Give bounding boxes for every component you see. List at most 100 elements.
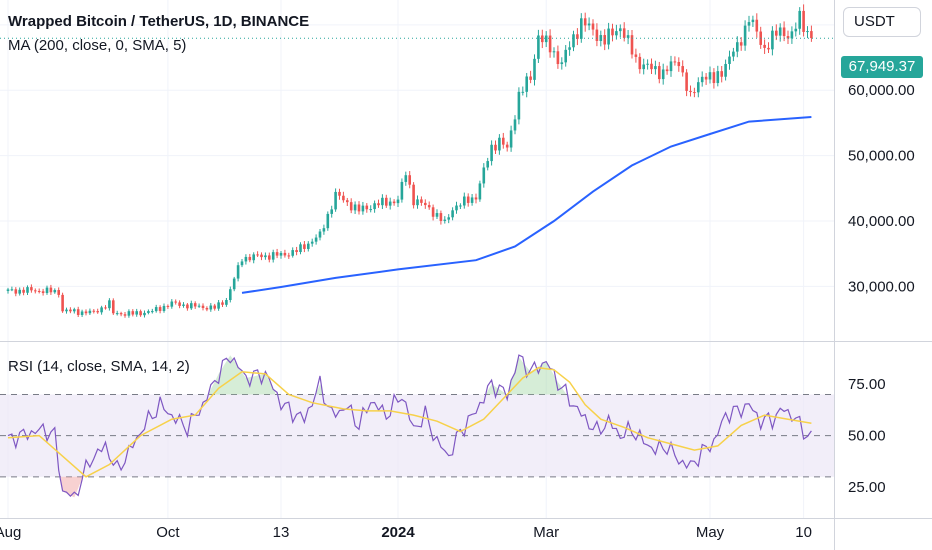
candle-body [521,91,525,93]
candle-body [229,289,232,301]
candle-body [498,137,501,151]
price-tick-label: 40,000.00 [848,213,915,230]
candle-body [186,304,189,309]
candle-body [619,28,622,32]
candle-body [209,305,213,310]
candle-body [318,231,322,238]
candle-body [80,311,84,315]
candle-body [373,203,376,210]
candle-body [349,202,353,211]
candle-body [802,10,805,32]
rsi-line [7,354,812,498]
candle-body [37,290,41,292]
currency-button[interactable]: USDT [843,7,921,37]
candle-body [18,289,21,294]
rsi-tick-label: 50.00 [848,428,886,445]
candle-body [431,207,435,217]
candle-body [603,35,606,45]
candle-body [158,307,162,311]
candle-body [260,254,263,258]
candle-body [287,255,291,257]
candle-body [388,201,392,206]
candle-body [700,76,704,83]
candle-body [736,42,739,52]
candle-body [502,137,505,145]
candle-body [197,305,201,307]
candle-body [595,29,599,42]
candle-body [330,209,333,214]
candle-body [147,311,150,313]
rsi-overbought-fill [316,384,322,395]
candle-body [41,291,45,294]
candles-group [6,4,813,318]
candle-body [728,56,731,64]
candle-body [307,243,310,249]
candle-body [560,62,564,65]
ma-indicator-legend[interactable]: MA (200, close, 0, SMA, 5) [8,37,187,54]
candle-body [720,71,723,77]
candle-body [334,191,337,210]
candle-body [88,310,92,314]
candle-body [708,72,712,80]
candle-body [100,307,103,313]
candle-body [622,28,626,38]
candle-body [221,302,224,305]
candle-body [611,28,614,36]
candle-body [732,51,735,57]
candle-body [541,35,544,43]
candle-body [677,61,681,67]
rsi-tick-label: 25.00 [848,479,886,496]
candle-body [385,197,388,206]
candle-body [747,22,751,26]
candle-body [381,197,384,206]
candle-body [697,82,700,93]
candle-body [669,61,673,72]
candle-body [166,305,170,307]
rsi-ma-line [7,366,812,478]
candle-body [119,313,123,315]
candle-body [26,287,29,293]
candle-body [69,309,72,312]
candle-body [583,18,587,26]
time-tick-label: Oct [156,524,180,541]
candle-body [217,302,220,309]
candle-body [162,305,166,311]
candle-body [396,199,400,204]
candle-body [205,308,209,310]
ma-200-line [241,116,812,294]
candle-body [654,66,657,70]
candle-body [537,35,540,59]
candle-body [435,213,439,217]
candle-body [268,255,271,260]
candle-body [673,61,677,63]
candle-body [244,256,248,262]
candle-body [392,201,396,204]
rsi-indicator-legend[interactable]: RSI (14, close, SMA, 14, 2) [8,358,190,375]
candle-body [10,289,14,291]
candle-body [190,303,193,309]
candle-body [638,56,642,70]
candle-body [755,19,759,32]
candle-body [420,199,423,203]
candle-body [626,35,630,38]
candle-body [34,290,37,292]
candle-body [271,252,275,260]
candle-body [14,289,18,294]
candle-body [661,69,665,80]
candle-body [256,254,259,256]
candle-body [525,76,528,92]
candle-body [782,27,786,37]
candle-body [439,213,443,221]
candle-body [416,199,419,206]
time-tick-label: May [696,524,725,541]
time-tick-label: 10 [795,524,812,541]
candle-body [377,203,380,206]
candle-body [182,304,185,306]
candle-body [470,197,474,203]
candle-body [96,311,99,313]
candle-body [30,287,33,291]
candle-body [650,63,653,70]
candle-body [291,250,294,256]
time-tick-label: 2024 [381,524,415,541]
